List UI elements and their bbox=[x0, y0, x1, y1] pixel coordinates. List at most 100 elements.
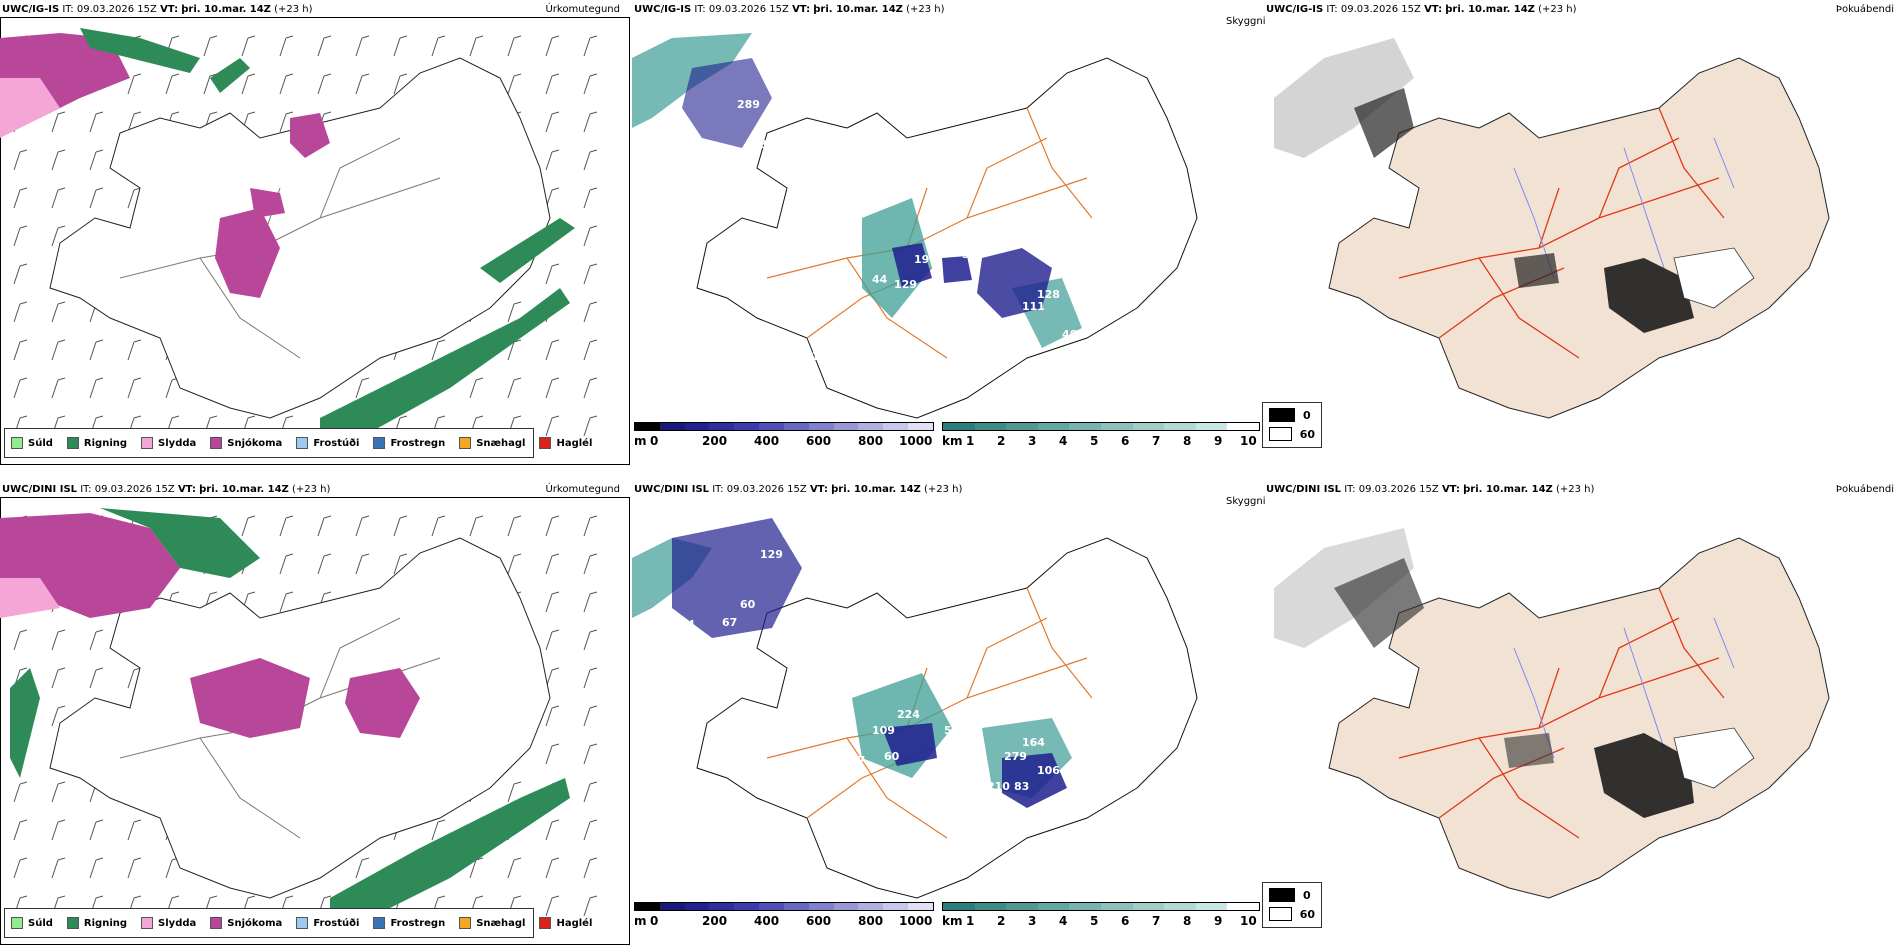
visibility-panel-row2: UWC/DINI ISL IT: 09.03.2026 15Z VT: þri.… bbox=[632, 482, 1266, 947]
panel-header: UWC/IG-IS IT: 09.03.2026 15Z VT: þri. 10… bbox=[1266, 4, 1577, 15]
model-name: UWC/IG-IS bbox=[2, 4, 60, 15]
km-colorbar-ramp bbox=[942, 422, 1260, 431]
colorbar-tick: 400 bbox=[754, 434, 780, 448]
legend-swatch bbox=[66, 917, 79, 929]
legend-label: Rigning bbox=[83, 917, 128, 929]
precip-map bbox=[0, 508, 598, 923]
wind-barb bbox=[13, 781, 28, 803]
wind-barb bbox=[317, 73, 332, 95]
vt-label: VT: bbox=[1424, 4, 1443, 15]
model-name: UWC/DINI ISL bbox=[2, 484, 78, 495]
fog-map bbox=[1274, 38, 1830, 419]
wind-barb bbox=[279, 553, 294, 575]
model-name: UWC/DINI ISL bbox=[1266, 484, 1342, 495]
wind-barb bbox=[127, 857, 142, 879]
wind-barb bbox=[431, 819, 446, 841]
legend-item: Snæhagl bbox=[459, 917, 525, 929]
colorbar-tick: 9 bbox=[1214, 434, 1223, 448]
nw-rain-band bbox=[80, 28, 200, 73]
peak-label: 80 bbox=[922, 868, 938, 881]
it-value: 09.03.2026 15Z bbox=[1358, 484, 1439, 495]
wind-barb bbox=[545, 339, 560, 361]
wind-barb bbox=[393, 553, 408, 575]
lead-time: (+23 h) bbox=[923, 484, 963, 495]
peak-labels: 71 289 93 167 54 190 129 44 128 82 111 9… bbox=[737, 58, 1132, 396]
roads bbox=[1398, 107, 1725, 359]
peak-label: 124 bbox=[672, 618, 695, 631]
wind-barb bbox=[13, 629, 28, 651]
height-colorbar: m 0 200 400 600 800 1000 bbox=[634, 422, 934, 454]
peak-label: 61 bbox=[804, 350, 819, 363]
wind-barb bbox=[127, 111, 142, 133]
legend-label: Snæhagl bbox=[476, 437, 526, 449]
wind-barb bbox=[583, 629, 598, 651]
legend-label: Frostregn bbox=[390, 917, 446, 929]
visibility-map: 71 289 93 167 54 190 129 44 128 82 111 9… bbox=[632, 33, 1198, 419]
wind-barb bbox=[51, 149, 66, 171]
lead-time: (+23 h) bbox=[1555, 484, 1595, 495]
wind-barb bbox=[279, 591, 294, 613]
peak-label: 279 bbox=[1004, 750, 1027, 763]
peak-label: 67 bbox=[902, 870, 917, 883]
wind-barb bbox=[507, 553, 522, 575]
blue-nw-fjords bbox=[672, 518, 802, 638]
colorbar-tick: 1000 bbox=[899, 914, 933, 928]
wind-barb bbox=[583, 705, 598, 727]
wind-barb bbox=[469, 35, 484, 57]
wind-barb bbox=[51, 857, 66, 879]
wind-barb bbox=[545, 35, 560, 57]
it-label: IT: bbox=[1326, 4, 1338, 15]
glacier-white bbox=[1673, 247, 1755, 309]
roads bbox=[1398, 587, 1725, 839]
legend-item: Snjókoma bbox=[210, 917, 282, 929]
panel-header: UWC/DINI ISL IT: 09.03.2026 15Z VT: þri.… bbox=[634, 484, 962, 495]
peak-label: 128 bbox=[1037, 288, 1060, 301]
wind-barb bbox=[241, 73, 256, 95]
wind-barb bbox=[51, 629, 66, 651]
fog-legend: 0 60 bbox=[1262, 402, 1322, 448]
model-name: UWC/IG-IS bbox=[634, 4, 692, 15]
wind-barb bbox=[13, 263, 28, 285]
km-ticks: km 1 2 3 4 5 6 7 8 9 10 bbox=[942, 434, 1260, 450]
height-ticks: m 0 200 400 600 800 1000 bbox=[634, 914, 934, 930]
peak-label: 48 bbox=[1062, 328, 1077, 341]
legend-swatch bbox=[373, 917, 386, 929]
wind-barb bbox=[317, 515, 332, 537]
wind-barb bbox=[393, 73, 408, 95]
nw-sleet-area bbox=[0, 78, 60, 138]
legend-item: Snæhagl bbox=[459, 437, 525, 449]
snow-patch-1 bbox=[215, 208, 280, 298]
legend-item: Rigning bbox=[66, 917, 128, 929]
wind-barb bbox=[545, 705, 560, 727]
height-colorbar-ramp bbox=[634, 422, 934, 431]
fog-legend-label: 0 bbox=[1303, 408, 1311, 422]
peak-label: 81 bbox=[817, 338, 832, 351]
legend-item: Rigning bbox=[66, 437, 127, 449]
fog-legend-label: 60 bbox=[1299, 907, 1315, 921]
wind-barb bbox=[13, 377, 28, 399]
it-value: 09.03.2026 15Z bbox=[94, 484, 175, 495]
wind-barb bbox=[583, 339, 598, 361]
vt-value: þri. 10.mar. 14Z bbox=[181, 4, 271, 15]
peak-label: 83 bbox=[1014, 780, 1029, 793]
snow-patch-3 bbox=[250, 188, 285, 218]
blue-glacier-south bbox=[1002, 753, 1067, 808]
legend-swatch bbox=[210, 917, 223, 929]
precip-panel-row1: UWC/IG-IS IT: 09.03.2026 15Z VT: þri. 10… bbox=[0, 2, 630, 467]
wind-barb bbox=[89, 857, 104, 879]
wind-barb bbox=[507, 857, 522, 879]
legend-item: Haglél bbox=[539, 917, 592, 929]
vt-value: þri. 10.mar. 14Z bbox=[199, 484, 289, 495]
km-ticks: km 1 2 3 4 5 6 7 8 9 10 bbox=[942, 914, 1260, 930]
wind-barb bbox=[583, 743, 598, 765]
wind-barb bbox=[89, 149, 104, 171]
wind-barb bbox=[545, 553, 560, 575]
blue-nw-fjords bbox=[682, 58, 772, 148]
glacier-white bbox=[1673, 727, 1755, 789]
map-frame bbox=[0, 17, 630, 465]
rain-patch-ne bbox=[210, 58, 250, 93]
rain-band-e bbox=[480, 218, 575, 283]
wind-barb bbox=[545, 591, 560, 613]
legend-item: Súld bbox=[11, 917, 53, 929]
peak-label: 93 bbox=[752, 138, 767, 151]
